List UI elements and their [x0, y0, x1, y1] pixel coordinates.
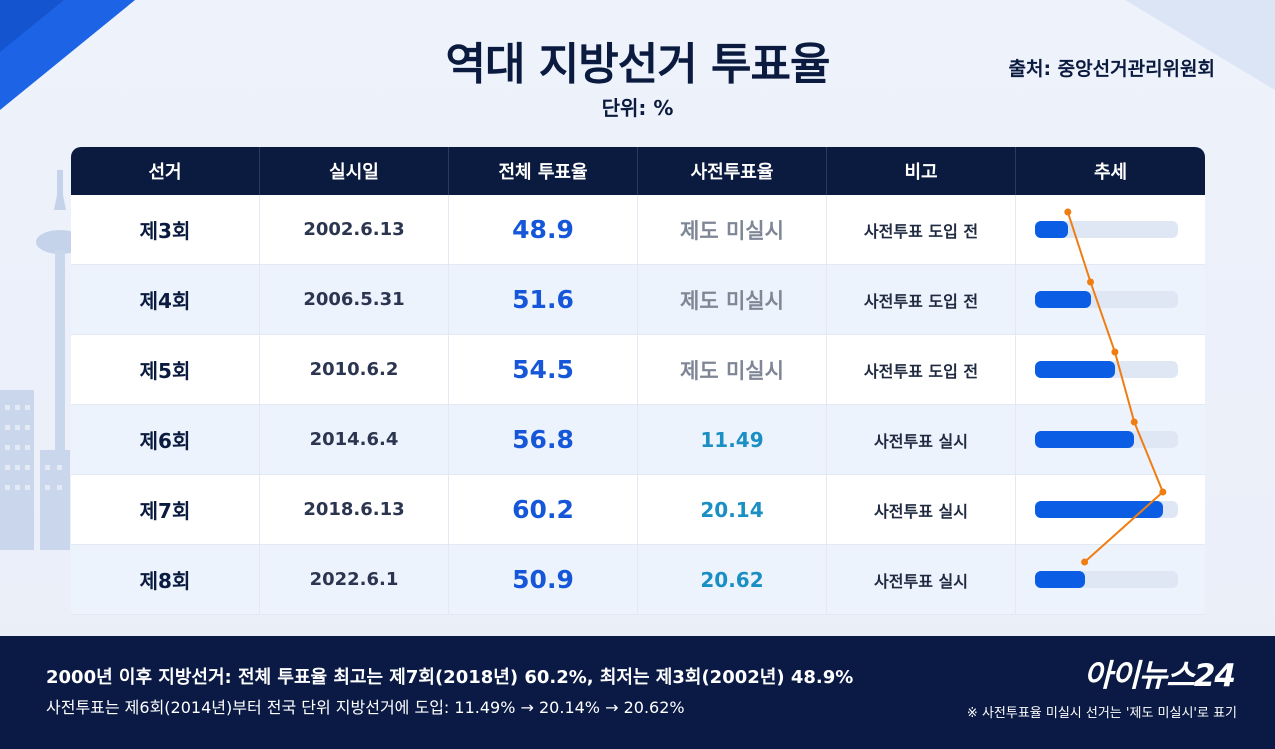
trend-bar-track: [1035, 571, 1178, 588]
note-cell: 사전투표 실시: [827, 545, 1016, 614]
total-turnout-cell: 51.6: [449, 265, 638, 334]
note-cell: 사전투표 도입 전: [827, 335, 1016, 404]
trend-cell: [1016, 545, 1205, 614]
trend-bar-track: [1035, 291, 1178, 308]
trend-bar: [1035, 431, 1135, 448]
date-cell: 2002.6.13: [260, 195, 449, 264]
early-turnout-cell: 제도 미실시: [638, 265, 827, 334]
election-cell: 제5회: [71, 335, 260, 404]
early-turnout-cell: 제도 미실시: [638, 335, 827, 404]
trend-cell: [1016, 265, 1205, 334]
corner-decoration-left-inner: [0, 0, 64, 52]
date-cell: 2010.6.2: [260, 335, 449, 404]
early-turnout-cell: 20.62: [638, 545, 827, 614]
early-turnout-cell: 제도 미실시: [638, 195, 827, 264]
table-body: 제3회 2002.6.13 48.9 제도 미실시 사전투표 도입 전 제4회 …: [71, 195, 1205, 615]
note-cell: 사전투표 실시: [827, 475, 1016, 544]
trend-cell: [1016, 335, 1205, 404]
table-row: 제3회 2002.6.13 48.9 제도 미실시 사전투표 도입 전: [71, 195, 1205, 265]
trend-bar: [1035, 501, 1163, 518]
table-row: 제7회 2018.6.13 60.2 20.14 사전투표 실시: [71, 475, 1205, 545]
trend-bar-track: [1035, 361, 1178, 378]
column-header-note: 비고: [827, 147, 1016, 195]
trend-bar: [1035, 291, 1091, 308]
date-cell: 2006.5.31: [260, 265, 449, 334]
footnote-early-voting: 사전투표는 제6회(2014년)부터 전국 단위 지방선거에 도입: 11.49…: [46, 698, 685, 717]
total-turnout-cell: 60.2: [449, 475, 638, 544]
trend-bar-track: [1035, 221, 1178, 238]
election-cell: 제8회: [71, 545, 260, 614]
trend-bar: [1035, 571, 1085, 588]
table-row: 제4회 2006.5.31 51.6 제도 미실시 사전투표 도입 전: [71, 265, 1205, 335]
election-cell: 제6회: [71, 405, 260, 474]
table-row: 제8회 2022.6.1 50.9 20.62 사전투표 실시: [71, 545, 1205, 615]
election-cell: 제7회: [71, 475, 260, 544]
date-cell: 2014.6.4: [260, 405, 449, 474]
corner-decoration-right: [1125, 0, 1275, 90]
trend-cell: [1016, 195, 1205, 264]
date-cell: 2022.6.1: [260, 545, 449, 614]
early-turnout-cell: 20.14: [638, 475, 827, 544]
trend-bar-track: [1035, 501, 1178, 518]
column-header-date: 실시일: [260, 147, 449, 195]
footer: 2000년 이후 지방선거: 전체 투표율 최고는 제7회(2018년) 60.…: [0, 636, 1275, 749]
source-label: 출처: 중앙선거관리위원회: [1008, 58, 1216, 80]
city-skyline-illustration: [0, 170, 80, 550]
election-cell: 제3회: [71, 195, 260, 264]
column-header-early-turnout: 사전투표율: [638, 147, 827, 195]
table-row: 제5회 2010.6.2 54.5 제도 미실시 사전투표 도입 전: [71, 335, 1205, 405]
early-turnout-cell: 11.49: [638, 405, 827, 474]
trend-bar-track: [1035, 431, 1178, 448]
trend-bar: [1035, 361, 1115, 378]
table-row: 제6회 2014.6.4 56.8 11.49 사전투표 실시: [71, 405, 1205, 475]
column-header-trend: 추세: [1093, 162, 1128, 183]
note-cell: 사전투표 도입 전: [827, 195, 1016, 264]
turnout-table: 선거 실시일 전체 투표율 사전투표율 비고 추세 제3회 2002.6.13 …: [71, 147, 1205, 615]
total-turnout-cell: 54.5: [449, 335, 638, 404]
note-cell: 사전투표 실시: [827, 405, 1016, 474]
total-turnout-cell: 56.8: [449, 405, 638, 474]
column-header-election: 선거: [71, 147, 260, 195]
trend-bar: [1035, 221, 1068, 238]
total-turnout-cell: 48.9: [449, 195, 638, 264]
footnote-summary: 2000년 이후 지방선거: 전체 투표율 최고는 제7회(2018년) 60.…: [46, 667, 854, 688]
unit-label: 단위: %: [601, 96, 674, 120]
election-cell: 제4회: [71, 265, 260, 334]
brand-logo: 아이뉴스24: [1083, 658, 1236, 694]
table-header: 선거 실시일 전체 투표율 사전투표율 비고 추세: [71, 147, 1205, 195]
note-cell: 사전투표 도입 전: [827, 265, 1016, 334]
footnote-remark: ※ 사전투표율 미실시 선거는 '제도 미실시'로 표기: [966, 706, 1237, 721]
trend-cell: [1016, 475, 1205, 544]
trend-cell: [1016, 405, 1205, 474]
date-cell: 2018.6.13: [260, 475, 449, 544]
total-turnout-cell: 50.9: [449, 545, 638, 614]
page-title: 역대 지방선거 투표율: [445, 39, 831, 90]
column-header-total-turnout: 전체 투표율: [449, 147, 638, 195]
